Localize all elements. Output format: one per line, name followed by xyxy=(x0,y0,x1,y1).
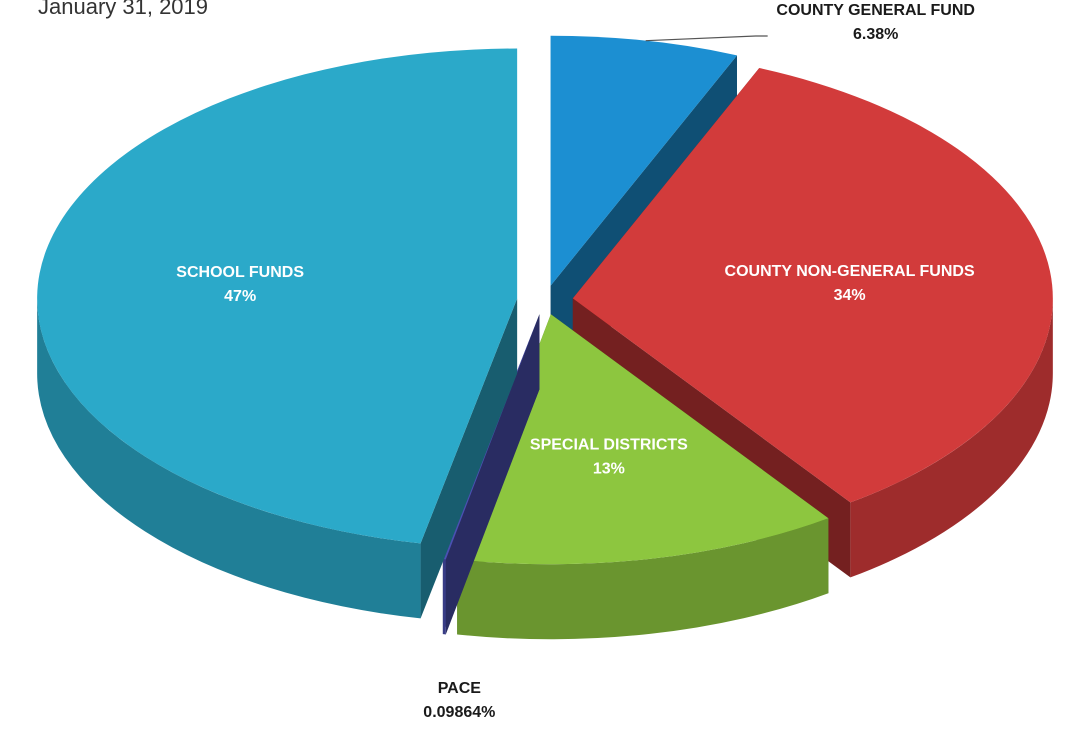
slice-wall xyxy=(850,298,1053,578)
slice xyxy=(457,314,829,640)
slice-top xyxy=(550,35,738,286)
slice-top xyxy=(37,48,518,544)
category-label: COUNTY NON-GENERAL FUNDS xyxy=(725,263,975,280)
slice-top xyxy=(572,68,1053,503)
slice xyxy=(37,48,518,619)
value-label: 13% xyxy=(593,460,625,477)
slice-wall xyxy=(442,559,446,635)
leader-line xyxy=(645,35,768,42)
value-label: 0.09864% xyxy=(423,704,495,721)
slice-wall xyxy=(457,518,829,640)
slice-wall xyxy=(37,298,421,619)
category-label: SPECIAL DISTRICTS xyxy=(530,436,688,453)
value-label: 47% xyxy=(224,288,256,305)
category-label: COUNTY GENERAL FUND xyxy=(776,2,975,19)
slice-top xyxy=(457,314,829,565)
slice-side xyxy=(442,314,540,635)
chart-subtitle: January 31, 2019 xyxy=(38,0,208,19)
category-label: PACE xyxy=(438,680,482,697)
slice-side xyxy=(420,298,518,619)
value-label: 6.38% xyxy=(853,26,898,43)
category-label: SCHOOL FUNDS xyxy=(176,264,304,281)
value-label: 34% xyxy=(834,287,866,304)
